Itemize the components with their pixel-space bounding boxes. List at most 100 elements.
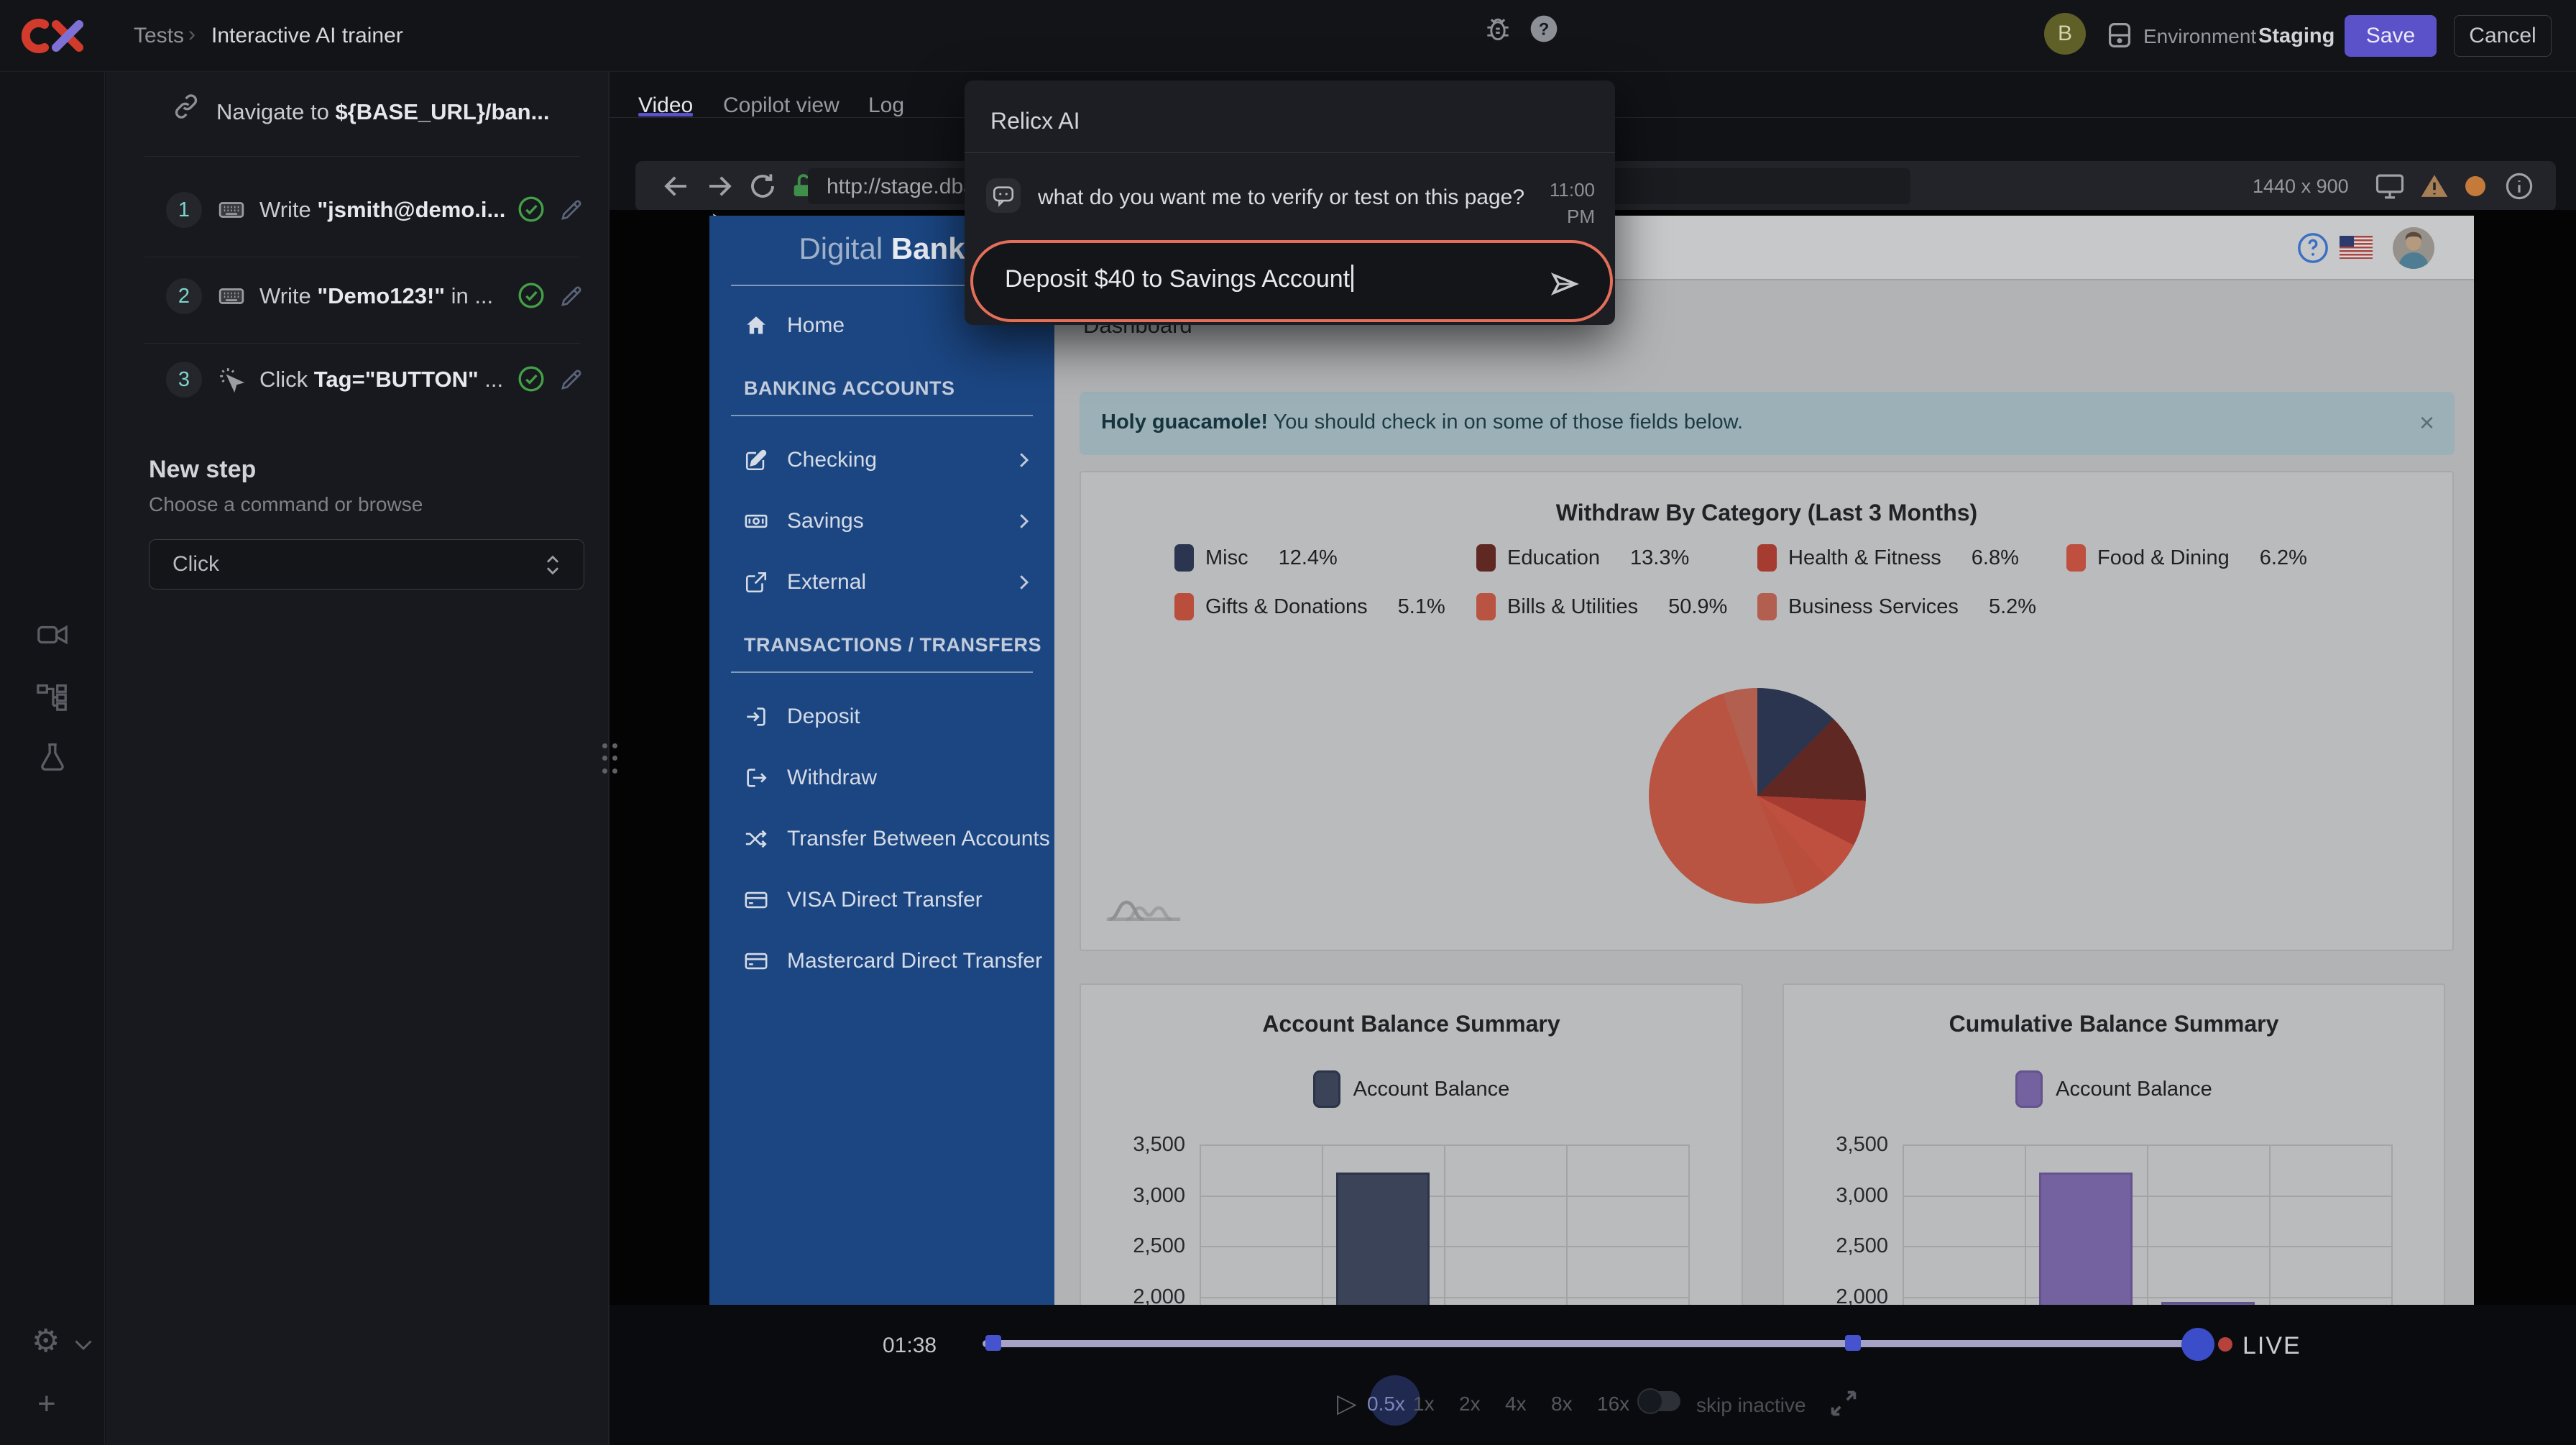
speed-4x[interactable]: 4x (1505, 1393, 1527, 1416)
environment-label: Environment (2143, 25, 2256, 48)
bank-help-icon[interactable] (2296, 231, 2329, 265)
pie-legend-item[interactable]: Food & Dining 6.2% (2066, 544, 2307, 572)
command-select[interactable]: Click (149, 539, 584, 590)
warning-triangle-icon[interactable] (2419, 171, 2450, 201)
back-icon[interactable] (661, 171, 691, 201)
legend-label: Health & Fitness (1788, 546, 1941, 570)
save-button[interactable]: Save (2345, 15, 2437, 57)
chevron-down-icon[interactable] (70, 1331, 96, 1357)
send-icon[interactable] (1548, 267, 1581, 301)
speed-1x[interactable]: 1x (1413, 1393, 1435, 1416)
bank-app-page: Digital Bank HomeBANKING ACCOUNTSCheckin… (709, 216, 2474, 1305)
pie-legend-item[interactable]: Gifts & Donations5.1% (1174, 593, 1445, 620)
speed-8x[interactable]: 8x (1551, 1393, 1573, 1416)
edit-step-icon[interactable] (558, 283, 584, 309)
ai-prompt-input[interactable]: Deposit $40 to Savings Account (970, 240, 1613, 322)
home-icon (744, 313, 768, 338)
fullscreen-icon[interactable] (1827, 1387, 1860, 1420)
cx-logo-icon[interactable] (22, 16, 88, 56)
seek-marker[interactable] (985, 1335, 1001, 1351)
tab-copilot-view[interactable]: Copilot view (723, 93, 840, 118)
bar-account-balance[interactable] (2039, 1173, 2133, 1305)
pie-legend-item[interactable]: Business Services5.2% (1757, 593, 2036, 620)
bank-nav-visa-direct-transfer[interactable]: VISA Direct Transfer (709, 875, 1054, 927)
play-icon[interactable]: ▷ (1337, 1388, 1357, 1418)
bank-user-avatar[interactable] (2393, 227, 2434, 269)
y-axis-tick: 3,000 (1092, 1184, 1185, 1208)
seek-thumb[interactable] (2181, 1328, 2214, 1361)
bank-nav-label: Mastercard Direct Transfer (787, 949, 1042, 973)
pie-legend-item[interactable]: Health & Fitness6.8% (1757, 544, 2019, 572)
video-player-bar: 01:38 LIVE ▷ 0.5x1x2x4x8x16x skip inacti… (610, 1305, 2576, 1445)
navigate-step[interactable]: Navigate to ${BASE_URL}/ban... (216, 99, 549, 125)
legend-swatch (1174, 544, 1194, 572)
bank-nav-deposit[interactable]: Deposit (709, 692, 1054, 743)
speed-16x[interactable]: 16x (1597, 1393, 1629, 1416)
us-flag-icon[interactable] (2340, 236, 2373, 259)
environment-value[interactable]: Staging (2258, 24, 2334, 48)
bank-nav-savings[interactable]: Savings (709, 496, 1054, 548)
bar-chart-title: Account Balance Summary (1081, 1011, 1742, 1037)
app-screen: Tests › Interactive AI trainer ? B Envir… (0, 0, 2576, 1445)
info-icon[interactable] (2504, 171, 2534, 201)
user-avatar[interactable]: B (2044, 13, 2086, 55)
sitemap-icon[interactable] (36, 679, 69, 712)
gear-icon[interactable]: ⚙ (32, 1323, 60, 1359)
money-bill-icon (744, 509, 768, 533)
legend-swatch (1174, 593, 1194, 620)
help-icon[interactable]: ? (1528, 13, 1560, 45)
bank-nav-mastercard-direct-transfer[interactable]: Mastercard Direct Transfer (709, 936, 1054, 988)
pie-legend-item[interactable]: Education13.3% (1476, 544, 1689, 572)
step-success-icon (517, 281, 546, 310)
legend-swatch (1757, 593, 1777, 620)
bar-account-balance[interactable] (1336, 1173, 1430, 1305)
bank-nav-label: External (787, 570, 866, 595)
pie-legend-item[interactable]: Bills & Utilities50.9% (1476, 593, 1727, 620)
top-bar: Tests › Interactive AI trainer ? B Envir… (0, 0, 2576, 72)
panel-drag-handle[interactable] (602, 743, 618, 776)
legend-label: Food & Dining (2097, 546, 2230, 570)
monitor-icon[interactable] (2375, 171, 2405, 201)
breadcrumb-tests[interactable]: Tests (134, 24, 184, 48)
pie-legend-item[interactable]: Misc12.4% (1174, 544, 1338, 572)
pie-chart[interactable] (1649, 688, 1866, 904)
relicx-ai-dialog: Relicx AI what do you want me to verify … (965, 81, 1615, 325)
alert-close-icon[interactable]: × (2419, 408, 2434, 438)
skip-inactive-toggle[interactable] (1640, 1391, 1680, 1411)
add-button[interactable]: + (37, 1386, 56, 1422)
bank-nav-label: Home (787, 313, 845, 338)
live-label: LIVE (2242, 1332, 2301, 1360)
seek-bar[interactable] (983, 1340, 2201, 1347)
y-axis-tick: 3,500 (1795, 1133, 1888, 1157)
bank-nav-checking[interactable]: Checking (709, 435, 1054, 487)
forward-icon[interactable] (704, 171, 735, 201)
step-label: Write "jsmith@demo.i... (259, 197, 505, 223)
alert-text: Holy guacamole! You should check in on s… (1101, 410, 1743, 434)
bar-account-balance[interactable] (2161, 1302, 2255, 1305)
y-axis-tick: 3,500 (1092, 1133, 1185, 1157)
keyboard-icon (218, 283, 245, 310)
edit-step-icon[interactable] (558, 197, 584, 223)
speed-2x[interactable]: 2x (1459, 1393, 1481, 1416)
video-camera-icon[interactable] (36, 618, 69, 651)
legend-value: 6.2% (2260, 546, 2307, 570)
bank-nav-transfer-between-accounts[interactable]: Transfer Between Accounts (709, 814, 1054, 866)
seek-marker[interactable] (1845, 1335, 1861, 1351)
speed-0.5x[interactable]: 0.5x (1367, 1393, 1405, 1416)
record-dot-icon[interactable] (2465, 176, 2485, 196)
shuffle-icon (744, 827, 768, 851)
message-timestamp: 11:00PM (1523, 177, 1595, 230)
cancel-button[interactable]: Cancel (2454, 15, 2552, 57)
bug-icon[interactable] (1482, 13, 1514, 45)
bank-section-title: TRANSACTIONS / TRANSFERS (744, 634, 1041, 656)
step-label: Write "Demo123!" in ... (259, 283, 493, 309)
bank-nav-external[interactable]: External (709, 557, 1054, 609)
tab-log[interactable]: Log (868, 93, 904, 118)
bar-chart-legend: Account Balance (1784, 1064, 2444, 1114)
refresh-icon[interactable] (748, 171, 778, 201)
flask-icon[interactable] (36, 740, 69, 774)
edit-step-icon[interactable] (558, 367, 584, 393)
environment-icon (2103, 19, 2136, 52)
sparkline-icon[interactable] (1101, 888, 1186, 925)
bank-nav-withdraw[interactable]: Withdraw (709, 753, 1054, 804)
